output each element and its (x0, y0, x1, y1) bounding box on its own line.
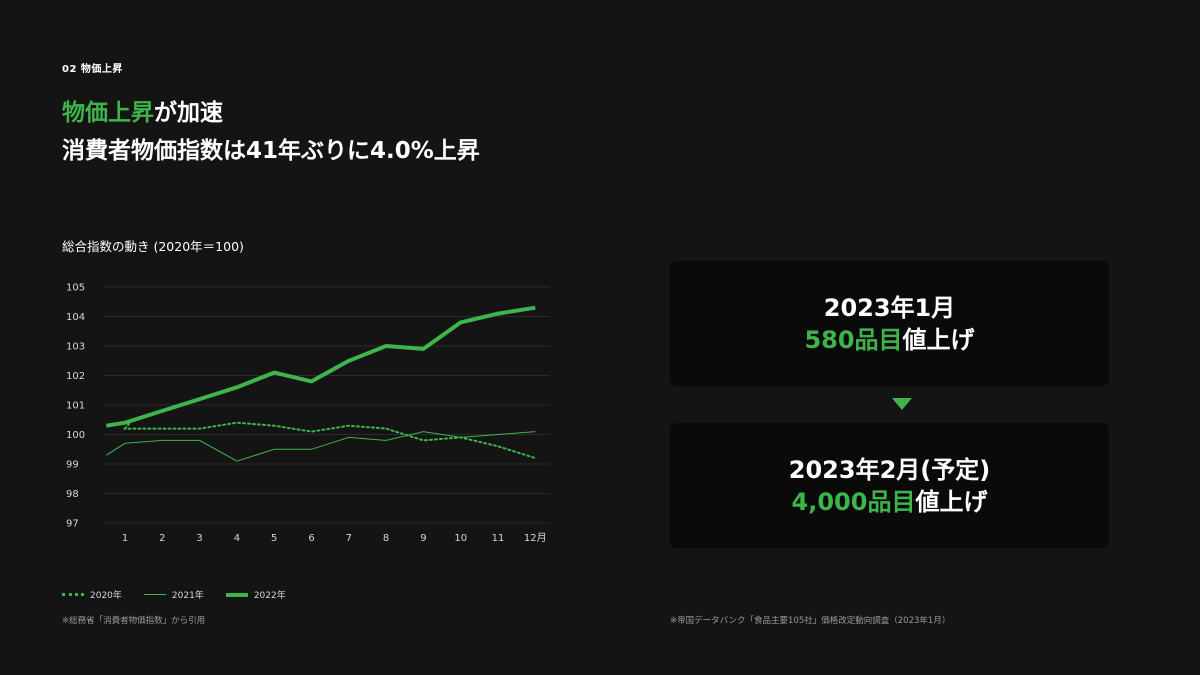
headline-accent: 物価上昇 (62, 100, 154, 126)
x-tick-label-2: 2 (159, 533, 165, 544)
card-feb-suffix: 値上げ (915, 487, 988, 516)
headline-line-1: 物価上昇が加速 (62, 94, 480, 132)
price-hike-card-jan: 2023年1月 580品目値上げ (670, 261, 1109, 386)
y-tick-label-105: 105 (66, 283, 85, 294)
x-tick-label-11: 11 (492, 533, 505, 544)
legend-item-2021: 2021年 (143, 588, 204, 601)
legend-swatch-2022 (225, 592, 248, 597)
legend-item-2022: 2022年 (225, 588, 286, 601)
cpi-line-chart: 97 98 99 100 101 102 103 104 105 1 2 3 4 5 6 7 8 9 10 11 12月 (66, 283, 550, 544)
legend-item-2020: 2020年 (62, 588, 122, 601)
card-jan-highlight: 580品目 (804, 325, 903, 354)
chart-legend: 2020年 2021年 2022年 (62, 588, 286, 601)
card-jan-count: 580品目値上げ (804, 324, 974, 356)
x-tick-label-8: 8 (383, 533, 389, 544)
chart-title: 総合指数の動き (2020年＝100) (62, 239, 244, 254)
card-feb-highlight: 4,000品目 (791, 487, 916, 516)
y-tick-label-98: 98 (66, 489, 79, 500)
series-line-2020 (122, 418, 537, 460)
price-hike-card-feb: 2023年2月(予定) 4,000品目値上げ (670, 423, 1109, 548)
legend-swatch-2020 (62, 593, 84, 596)
card-jan-date: 2023年1月 (823, 293, 956, 322)
legend-label-2020: 2020年 (90, 591, 122, 601)
y-tick-label-102: 102 (66, 371, 85, 382)
y-tick-label-100: 100 (66, 430, 85, 441)
card-jan-suffix: 値上げ (902, 325, 975, 354)
y-tick-label-97: 97 (66, 519, 79, 530)
y-tick-label-101: 101 (66, 401, 85, 412)
card-feb-count: 4,000品目値上げ (792, 486, 988, 518)
y-tick-label-104: 104 (66, 312, 85, 323)
footnote-source-tdb: ※帝国データバンク「食品主要105社」価格改定動向調査（2023年1月） (670, 616, 951, 626)
x-tick-label-3: 3 (196, 533, 202, 544)
x-tick-label-4: 4 (234, 533, 240, 544)
section-label: 02 物価上昇 (62, 64, 123, 75)
x-tick-label-10: 10 (454, 533, 467, 544)
card-feb-date: 2023年2月(予定) (788, 455, 991, 484)
x-tick-label-1: 1 (122, 533, 128, 544)
legend-label-2022: 2022年 (253, 591, 286, 601)
series-line-2021 (106, 431, 536, 462)
x-tick-label-5: 5 (271, 533, 277, 544)
arrow-down-icon (892, 398, 912, 410)
legend-swatch-2021 (143, 594, 166, 595)
headline-rest: が加速 (154, 100, 223, 126)
footnote-source-cpi: ※総務省「消費者物価指数」から引用 (62, 616, 206, 626)
legend-label-2021: 2021年 (171, 591, 204, 601)
page-headline: 物価上昇が加速 消費者物価指数は41年ぶりに4.0%上昇 (62, 94, 480, 170)
x-tick-label-7: 7 (346, 533, 352, 544)
x-tick-label-9: 9 (420, 533, 426, 544)
y-tick-label-99: 99 (66, 460, 79, 471)
x-tick-label-6: 6 (308, 533, 314, 544)
x-tick-label-12: 12月 (524, 532, 547, 544)
headline-line-2: 消費者物価指数は41年ぶりに4.0%上昇 (62, 138, 480, 164)
y-tick-label-103: 103 (66, 342, 85, 353)
series-line-2022 (105, 305, 536, 428)
